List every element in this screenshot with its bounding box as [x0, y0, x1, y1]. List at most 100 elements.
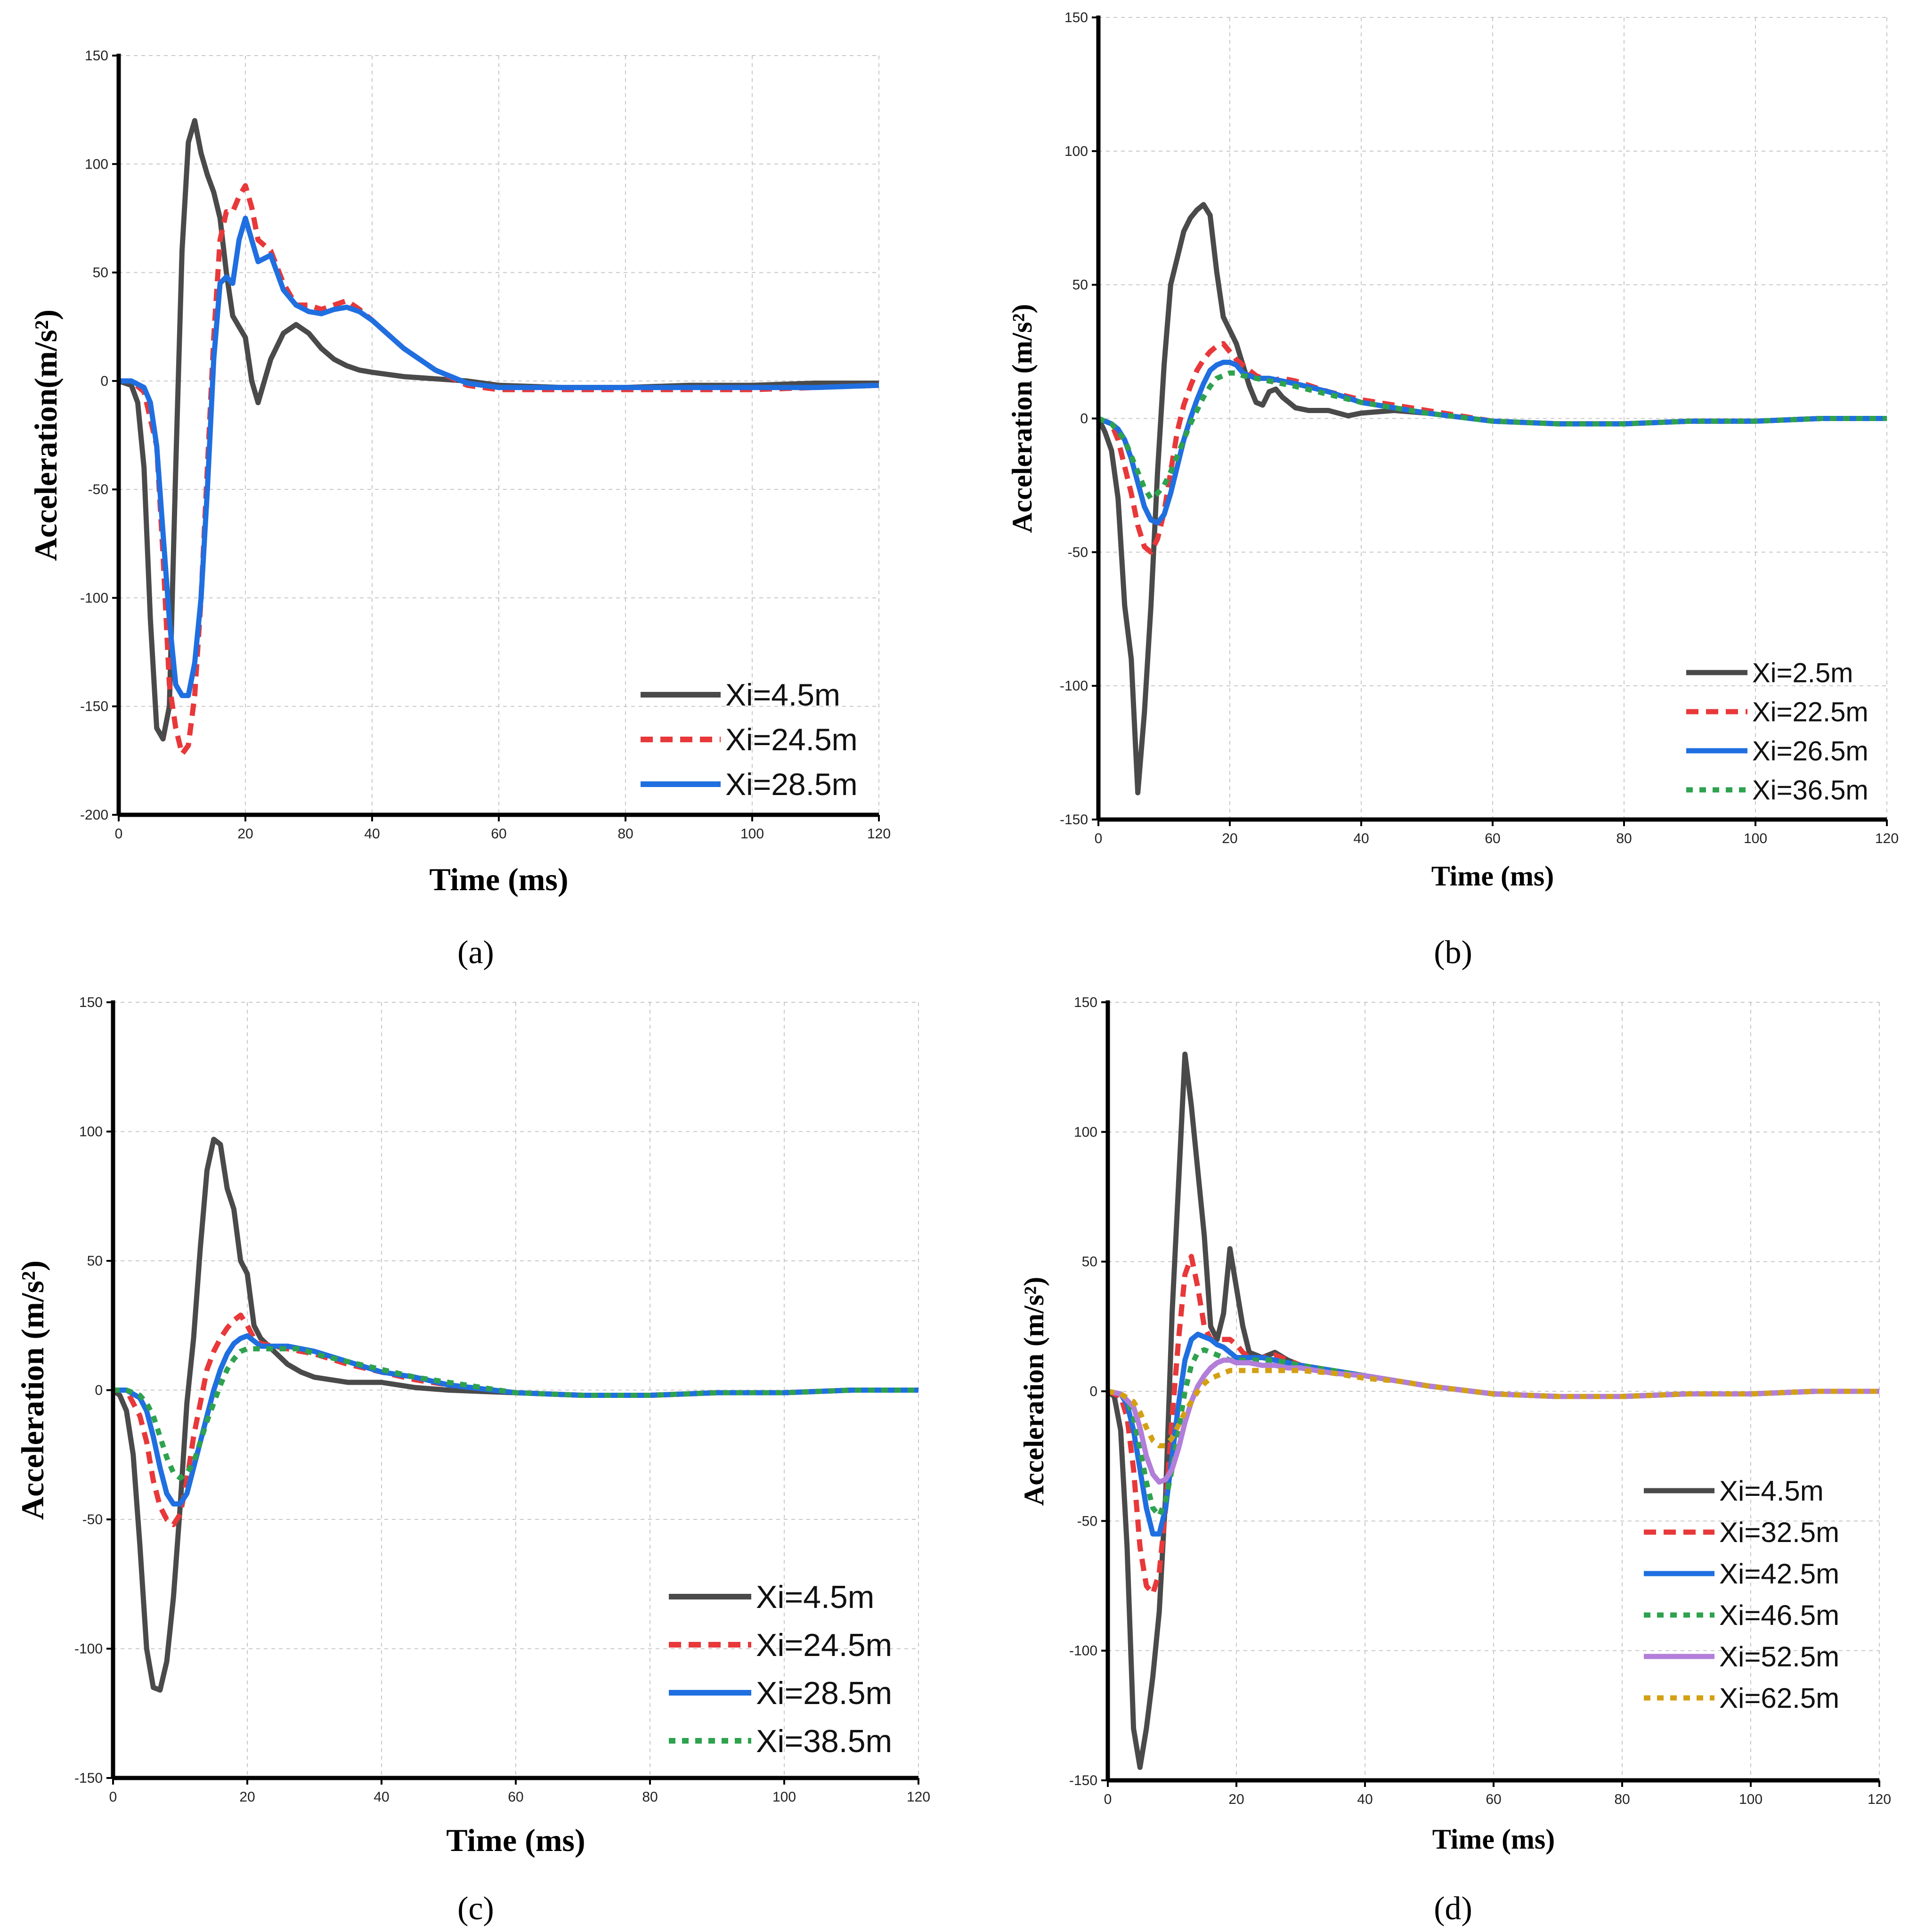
x-axis-label: Time (ms) [429, 861, 568, 897]
x-tick-label: 0 [115, 826, 123, 842]
y-tick-label: 0 [1089, 1384, 1097, 1399]
x-tick-label: 60 [508, 1789, 523, 1805]
legend-label: Xi=32.5m [1719, 1517, 1839, 1548]
legend-label: Xi=24.5m [725, 722, 858, 757]
x-tick-label: 100 [740, 826, 764, 842]
x-tick-label: 80 [1616, 831, 1632, 846]
y-tick-label: 50 [93, 265, 108, 281]
panel-caption: (d) [1434, 1891, 1472, 1927]
y-tick-label: -100 [1060, 678, 1088, 694]
y-axis-label: Acceleration (m/s²) [15, 1260, 50, 1520]
x-tick-label: 20 [1228, 1792, 1244, 1807]
x-tick-label: 120 [1868, 1792, 1891, 1807]
series-line-xi-22-5m [1097, 341, 1887, 555]
series-line-xi-28-5m [119, 215, 879, 698]
legend-label: Xi=24.5m [756, 1627, 892, 1663]
x-axis-label: Time (ms) [1432, 1824, 1555, 1855]
legend-label: Xi=26.5m [1752, 736, 1868, 766]
x-tick-label: 60 [1486, 1792, 1501, 1807]
legend-label: Xi=46.5m [1719, 1599, 1839, 1631]
y-tick-label: -150 [1060, 812, 1088, 828]
x-tick-label: 20 [1222, 831, 1237, 846]
x-tick-label: 100 [1739, 1792, 1763, 1807]
x-tick-label: 60 [491, 826, 506, 842]
panel-caption: (a) [457, 934, 494, 971]
legend-label: Xi=62.5m [1719, 1682, 1839, 1714]
y-tick-label: 150 [79, 995, 103, 1010]
x-tick-label: 80 [617, 826, 633, 842]
chart-panel-d: 0 20 40 60 80 100 120 -150 -100 -50 0 50 100 150 Time … [1018, 995, 1891, 1927]
x-tick-label: 40 [1357, 1792, 1373, 1807]
y-tick-label: -50 [82, 1512, 103, 1527]
chart-panel-a: 0 20 40 60 80 100 120 -200 -150 -100 -50 0 50 100 150 T… [28, 48, 891, 971]
y-tick-label: 150 [1064, 10, 1088, 25]
x-tick-label: 0 [1095, 831, 1103, 846]
x-tick-label: 40 [1353, 831, 1369, 846]
legend: Xi=4.5m Xi=32.5m Xi=42.5m Xi=46.5m Xi=52.5m X… [1644, 1475, 1839, 1714]
x-tick-label: 0 [1104, 1792, 1112, 1807]
panel-caption: (b) [1434, 934, 1472, 971]
y-tick-label: -50 [1068, 544, 1088, 560]
x-tick-label: 0 [109, 1789, 117, 1805]
y-tick-label: 100 [79, 1124, 103, 1140]
legend-label: Xi=4.5m [725, 677, 840, 712]
legend-label: Xi=22.5m [1752, 697, 1868, 727]
x-tick-label: 20 [239, 1789, 255, 1805]
x-tick-label: 20 [237, 826, 253, 842]
x-tick-label: 120 [1875, 831, 1899, 846]
x-tick-label: 80 [642, 1789, 658, 1805]
y-tick-label: 100 [85, 156, 108, 172]
series-line-xi-24-5m [113, 1312, 918, 1527]
x-tick-label: 100 [772, 1789, 796, 1805]
x-tick-label: 120 [867, 826, 891, 842]
y-tick-label: 0 [95, 1383, 103, 1398]
x-tick-label: 40 [374, 1789, 389, 1805]
legend-label: Xi=4.5m [1719, 1475, 1824, 1507]
series-line-xi-36-5m [1097, 370, 1887, 502]
y-tick-label: -200 [80, 807, 108, 823]
y-tick-label: 50 [1072, 277, 1088, 293]
y-axis-label: Acceleration (m/s²) [1018, 1277, 1049, 1506]
x-tick-label: 120 [907, 1789, 930, 1805]
x-tick-label: 80 [1614, 1792, 1630, 1807]
panel-caption: (c) [457, 1891, 494, 1927]
y-tick-label: 150 [1074, 995, 1097, 1010]
y-tick-label: -150 [80, 699, 108, 714]
series-line-xi-62-5m [1107, 1368, 1879, 1449]
legend-label: Xi=38.5m [756, 1723, 892, 1759]
x-tick-label: 40 [364, 826, 380, 842]
legend: Xi=4.5m Xi=24.5m Xi=28.5m Xi=38.5m [669, 1579, 892, 1759]
y-tick-label: -100 [1069, 1643, 1097, 1659]
legend: Xi=2.5m Xi=22.5m Xi=26.5m Xi=36.5m [1686, 658, 1868, 805]
legend-label: Xi=36.5m [1752, 775, 1868, 805]
legend: Xi=4.5m Xi=24.5m Xi=28.5m [641, 677, 858, 802]
y-tick-label: -100 [74, 1641, 103, 1657]
y-axis-label: Acceleration (m/s²) [1007, 304, 1038, 533]
y-tick-label: 0 [1080, 411, 1088, 427]
y-axis-label: Acceleration(m/s²) [28, 309, 64, 561]
y-tick-label: 50 [1082, 1254, 1097, 1270]
y-tick-label: -50 [1077, 1513, 1097, 1529]
y-tick-label: -150 [74, 1770, 103, 1786]
y-tick-label: 100 [1074, 1124, 1097, 1140]
x-axis-label: Time (ms) [446, 1822, 585, 1858]
y-tick-label: -50 [88, 482, 108, 497]
x-tick-label: 100 [1744, 831, 1767, 846]
y-tick-label: 0 [100, 373, 108, 389]
series-line-xi-38-5m [113, 1346, 918, 1481]
legend-label: Xi=52.5m [1719, 1641, 1839, 1672]
y-tick-label: 150 [85, 48, 108, 64]
x-tick-label: 60 [1485, 831, 1500, 846]
legend-label: Xi=2.5m [1752, 658, 1853, 688]
y-tick-label: -150 [1069, 1773, 1097, 1788]
legend-label: Xi=42.5m [1719, 1558, 1839, 1590]
y-tick-label: -100 [80, 590, 108, 606]
x-axis-label: Time (ms) [1431, 860, 1554, 892]
chart-panel-b: 0 20 40 60 80 100 120 -150 -100 -50 0 50 100 150 Time … [1007, 10, 1899, 971]
y-tick-label: 50 [87, 1253, 103, 1269]
legend-label: Xi=4.5m [756, 1579, 874, 1615]
chart-panel-c: 0 20 40 60 80 100 120 -150 -100 -50 0 50 100 150 Time … [15, 995, 930, 1927]
y-tick-label: 100 [1064, 144, 1088, 159]
legend-label: Xi=28.5m [725, 767, 858, 802]
